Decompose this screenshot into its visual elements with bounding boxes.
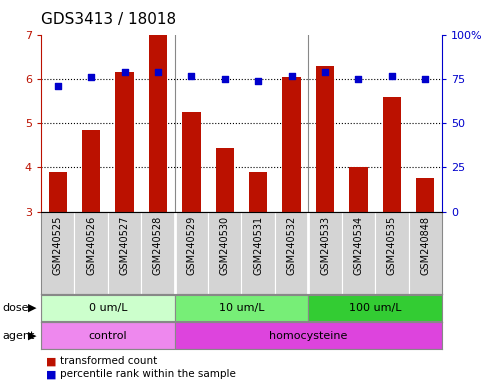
Bar xyxy=(416,179,434,212)
Point xyxy=(54,83,62,89)
Bar xyxy=(342,212,375,294)
Text: 100 um/L: 100 um/L xyxy=(349,303,401,313)
Bar xyxy=(149,35,167,212)
Text: GSM240531: GSM240531 xyxy=(253,216,263,275)
Text: transformed count: transformed count xyxy=(60,356,157,366)
Text: GSM240535: GSM240535 xyxy=(387,216,397,275)
Text: GSM240532: GSM240532 xyxy=(286,216,297,275)
Bar xyxy=(41,212,74,294)
Bar xyxy=(409,212,442,294)
Text: GSM240527: GSM240527 xyxy=(120,216,129,275)
Bar xyxy=(182,112,200,212)
Text: GSM240534: GSM240534 xyxy=(354,216,363,275)
Bar xyxy=(49,172,67,212)
Bar xyxy=(108,212,142,294)
Text: GSM240526: GSM240526 xyxy=(86,216,96,275)
Bar xyxy=(242,212,275,294)
Bar xyxy=(383,97,401,212)
Bar xyxy=(375,212,409,294)
Text: 0 um/L: 0 um/L xyxy=(88,303,127,313)
Bar xyxy=(41,322,175,349)
Point xyxy=(288,73,296,79)
Bar xyxy=(74,212,108,294)
Bar xyxy=(115,73,134,212)
Text: GSM240528: GSM240528 xyxy=(153,216,163,275)
Bar xyxy=(308,212,342,294)
Text: ▶: ▶ xyxy=(28,303,37,313)
Bar xyxy=(142,212,175,294)
Bar xyxy=(41,295,175,321)
Bar xyxy=(249,172,268,212)
Bar xyxy=(208,212,242,294)
Text: GSM240530: GSM240530 xyxy=(220,216,230,275)
Point xyxy=(187,73,195,79)
Text: GSM240529: GSM240529 xyxy=(186,216,197,275)
Bar xyxy=(308,295,442,321)
Point xyxy=(121,69,128,75)
Bar xyxy=(175,295,308,321)
Bar xyxy=(215,147,234,212)
Bar xyxy=(175,212,208,294)
Point xyxy=(154,69,162,75)
Point xyxy=(355,76,362,82)
Point xyxy=(221,76,228,82)
Bar xyxy=(275,212,308,294)
Text: GSM240525: GSM240525 xyxy=(53,216,63,275)
Text: 10 um/L: 10 um/L xyxy=(219,303,264,313)
Bar xyxy=(316,66,334,212)
Point xyxy=(87,74,95,80)
Bar xyxy=(349,167,368,212)
Point xyxy=(388,73,396,79)
Point xyxy=(421,76,429,82)
Point xyxy=(255,78,262,84)
Text: ■: ■ xyxy=(46,356,57,366)
Bar xyxy=(82,130,100,212)
Point xyxy=(321,69,329,75)
Text: GSM240848: GSM240848 xyxy=(420,216,430,275)
Text: ▶: ▶ xyxy=(28,331,37,341)
Text: ■: ■ xyxy=(46,369,57,379)
Text: control: control xyxy=(88,331,127,341)
Bar xyxy=(175,322,442,349)
Text: GSM240533: GSM240533 xyxy=(320,216,330,275)
Bar xyxy=(283,77,301,212)
Text: agent: agent xyxy=(2,331,35,341)
Text: dose: dose xyxy=(2,303,29,313)
Text: GDS3413 / 18018: GDS3413 / 18018 xyxy=(41,12,176,27)
Text: homocysteine: homocysteine xyxy=(269,331,347,341)
Text: percentile rank within the sample: percentile rank within the sample xyxy=(60,369,236,379)
